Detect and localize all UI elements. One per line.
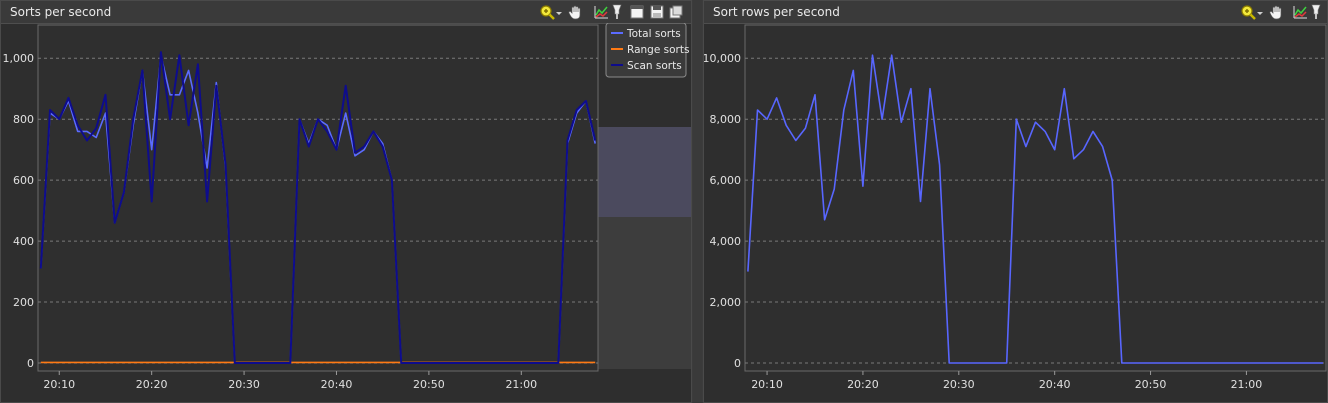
window-icon[interactable] <box>629 4 645 20</box>
legend-box <box>605 23 687 78</box>
panel-divider[interactable] <box>693 0 702 403</box>
x-tick-label: 21:00 <box>505 378 537 391</box>
chart-icon[interactable] <box>593 4 609 20</box>
dropdown-icon[interactable] <box>555 4 563 20</box>
chart-toolbar <box>539 4 689 20</box>
plot-area <box>744 24 1327 372</box>
x-tick-label: 20:10 <box>43 378 75 391</box>
chart-title: Sorts per second <box>10 5 112 19</box>
x-tick-label: 20:40 <box>1039 378 1071 391</box>
lamp-icon[interactable] <box>1310 4 1322 20</box>
legend-label: Total sorts <box>626 28 681 40</box>
zoom-icon[interactable] <box>539 4 555 20</box>
y-tick-label: 2,000 <box>710 296 742 309</box>
x-tick-label: 20:20 <box>136 378 168 391</box>
y-tick-label: 8,000 <box>710 113 742 126</box>
x-tick-label: 20:20 <box>847 378 879 391</box>
series-line-2 <box>39 51 597 364</box>
x-tick-label: 20:10 <box>751 378 783 391</box>
x-tick-label: 20:50 <box>413 378 445 391</box>
y-tick-label: 6,000 <box>710 174 742 187</box>
plot-area <box>37 24 599 372</box>
panel-header: Sort rows per second <box>704 1 1327 24</box>
lamp-icon[interactable] <box>611 4 623 20</box>
y-tick-label: 1,000 <box>3 52 35 65</box>
pan-icon[interactable] <box>1269 4 1285 20</box>
series-line-0 <box>747 54 1324 364</box>
chart-title: Sort rows per second <box>713 5 840 19</box>
chart-toolbar <box>1240 4 1328 20</box>
x-tick-label: 21:00 <box>1231 378 1263 391</box>
sort-rows-per-second-panel: Sort rows per second <box>703 0 1328 403</box>
x-tick-label: 20:40 <box>321 378 353 391</box>
zoom-icon[interactable] <box>1240 4 1256 20</box>
save-icon[interactable] <box>649 4 665 20</box>
legend: Total sorts Range sorts Scan sorts <box>605 23 689 78</box>
y-tick-label: 600 <box>13 174 34 187</box>
y-tick-label: 4,000 <box>710 235 742 248</box>
y-tick-label: 10,000 <box>704 52 741 65</box>
dropdown-icon[interactable] <box>1256 4 1264 20</box>
copy-icon[interactable] <box>668 4 684 20</box>
panel-header: Sorts per second <box>1 1 691 24</box>
y-tick-label: 0 <box>734 357 741 370</box>
x-tick-label: 20:30 <box>228 378 260 391</box>
y-tick-label: 800 <box>13 113 34 126</box>
y-tick-label: 400 <box>13 235 34 248</box>
y-tick-label: 0 <box>27 357 34 370</box>
x-tick-label: 20:50 <box>1135 378 1167 391</box>
chart-icon[interactable] <box>1292 4 1308 20</box>
sorts-per-second-panel: Sorts per second <box>0 0 692 403</box>
sorts-per-second-chart: 1,000 800 600 400 200 0 20:10 20:20 20:30 20:40 20… <box>3 23 691 391</box>
pan-icon[interactable] <box>568 4 584 20</box>
legend-label: Range sorts <box>627 44 689 56</box>
x-tick-label: 20:30 <box>943 378 975 391</box>
legend-label: Scan sorts <box>627 60 682 72</box>
y-tick-label: 200 <box>13 296 34 309</box>
sort-rows-per-second-chart: 10,000 8,000 6,000 4,000 2,000 0 20:10 20:20 20:… <box>704 24 1327 391</box>
